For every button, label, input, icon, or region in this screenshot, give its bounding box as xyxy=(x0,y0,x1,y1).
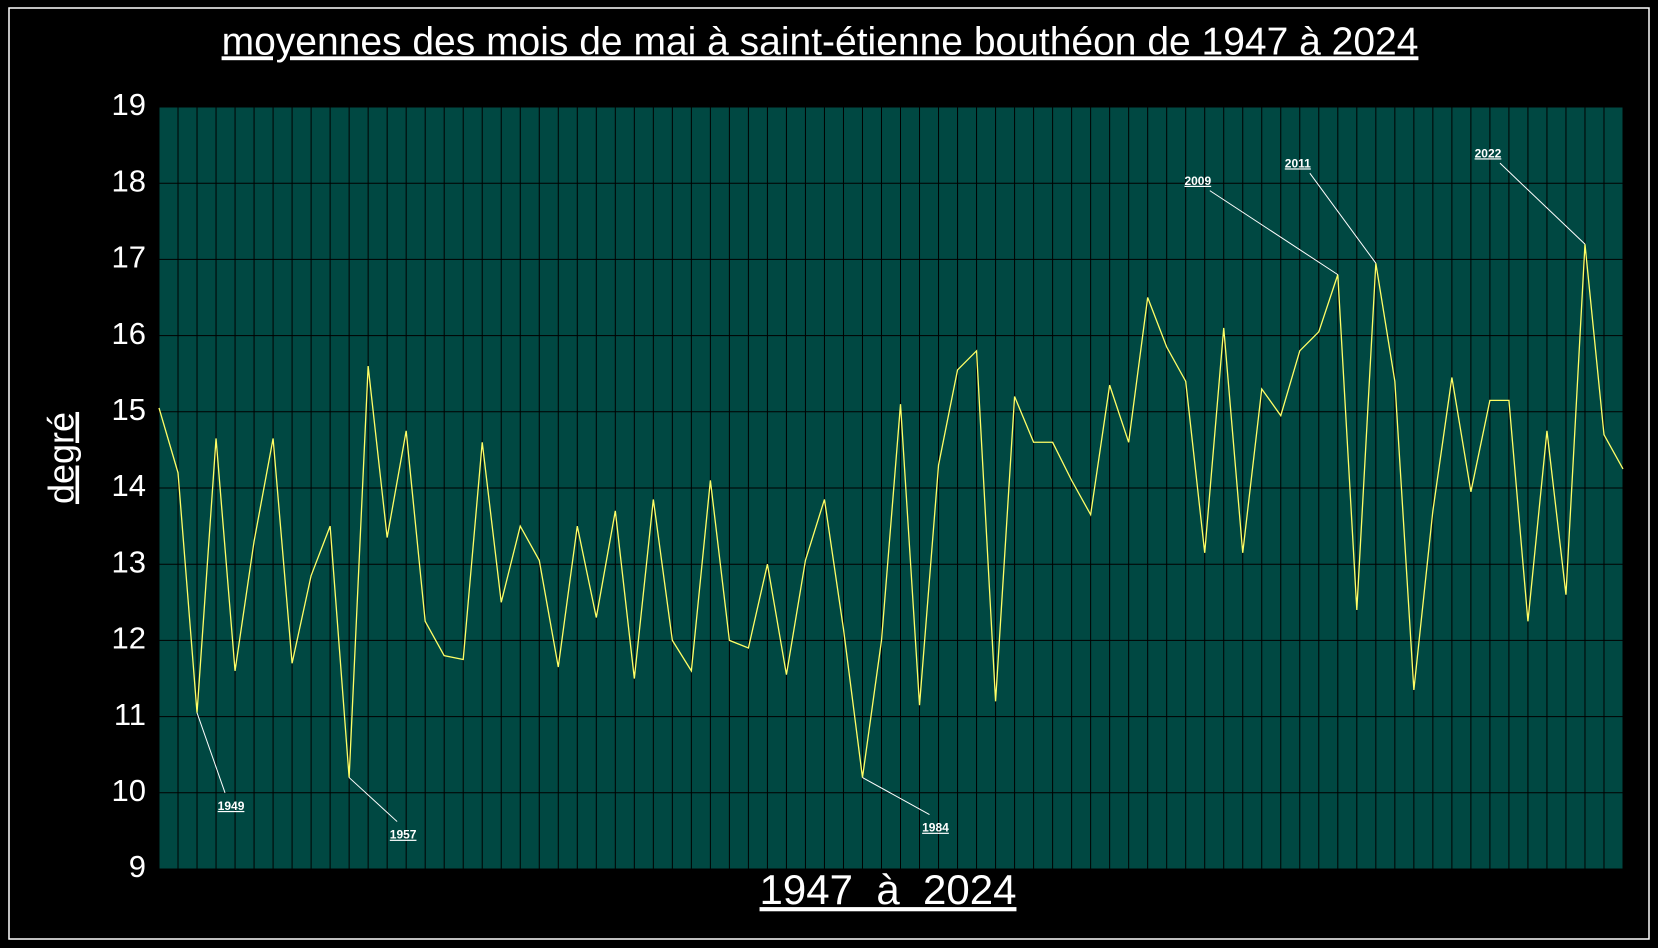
y-tick-label: 11 xyxy=(114,697,146,732)
y-tick-label: 12 xyxy=(112,621,146,656)
annotation-label: 1957 xyxy=(390,828,417,842)
y-axis-label: degré xyxy=(41,412,82,504)
data-line xyxy=(158,244,1624,778)
annotation-label: 2011 xyxy=(1285,156,1311,170)
annotation-leader xyxy=(862,777,930,815)
y-tick-label: 15 xyxy=(112,392,146,427)
y-tick-label: 14 xyxy=(112,468,146,503)
annotation-leader xyxy=(196,712,226,793)
annotation-leader xyxy=(1309,172,1377,264)
y-tick-label: 19 xyxy=(112,87,146,122)
annotation-label: 2009 xyxy=(1184,174,1211,188)
annotation-label: 1949 xyxy=(218,799,245,813)
y-tick-label: 18 xyxy=(112,163,146,198)
y-tick-label: 10 xyxy=(112,773,146,808)
y-tick-label: 17 xyxy=(112,240,146,275)
annotation-leader xyxy=(1499,162,1586,245)
annotation-leader xyxy=(1209,190,1339,276)
y-tick-label: 13 xyxy=(112,544,146,579)
annotation-label: 1984 xyxy=(922,821,949,835)
chart-title: moyennes des mois de mai à saint-étienne… xyxy=(222,20,1419,63)
y-tick-label: 9 xyxy=(129,849,146,884)
annotation-label: 2022 xyxy=(1475,146,1502,160)
annotation-leader xyxy=(348,777,398,822)
y-tick-label: 16 xyxy=(112,316,146,351)
frame xyxy=(8,7,1650,940)
x-axis-label: 1947 à 2024 xyxy=(760,866,1017,913)
